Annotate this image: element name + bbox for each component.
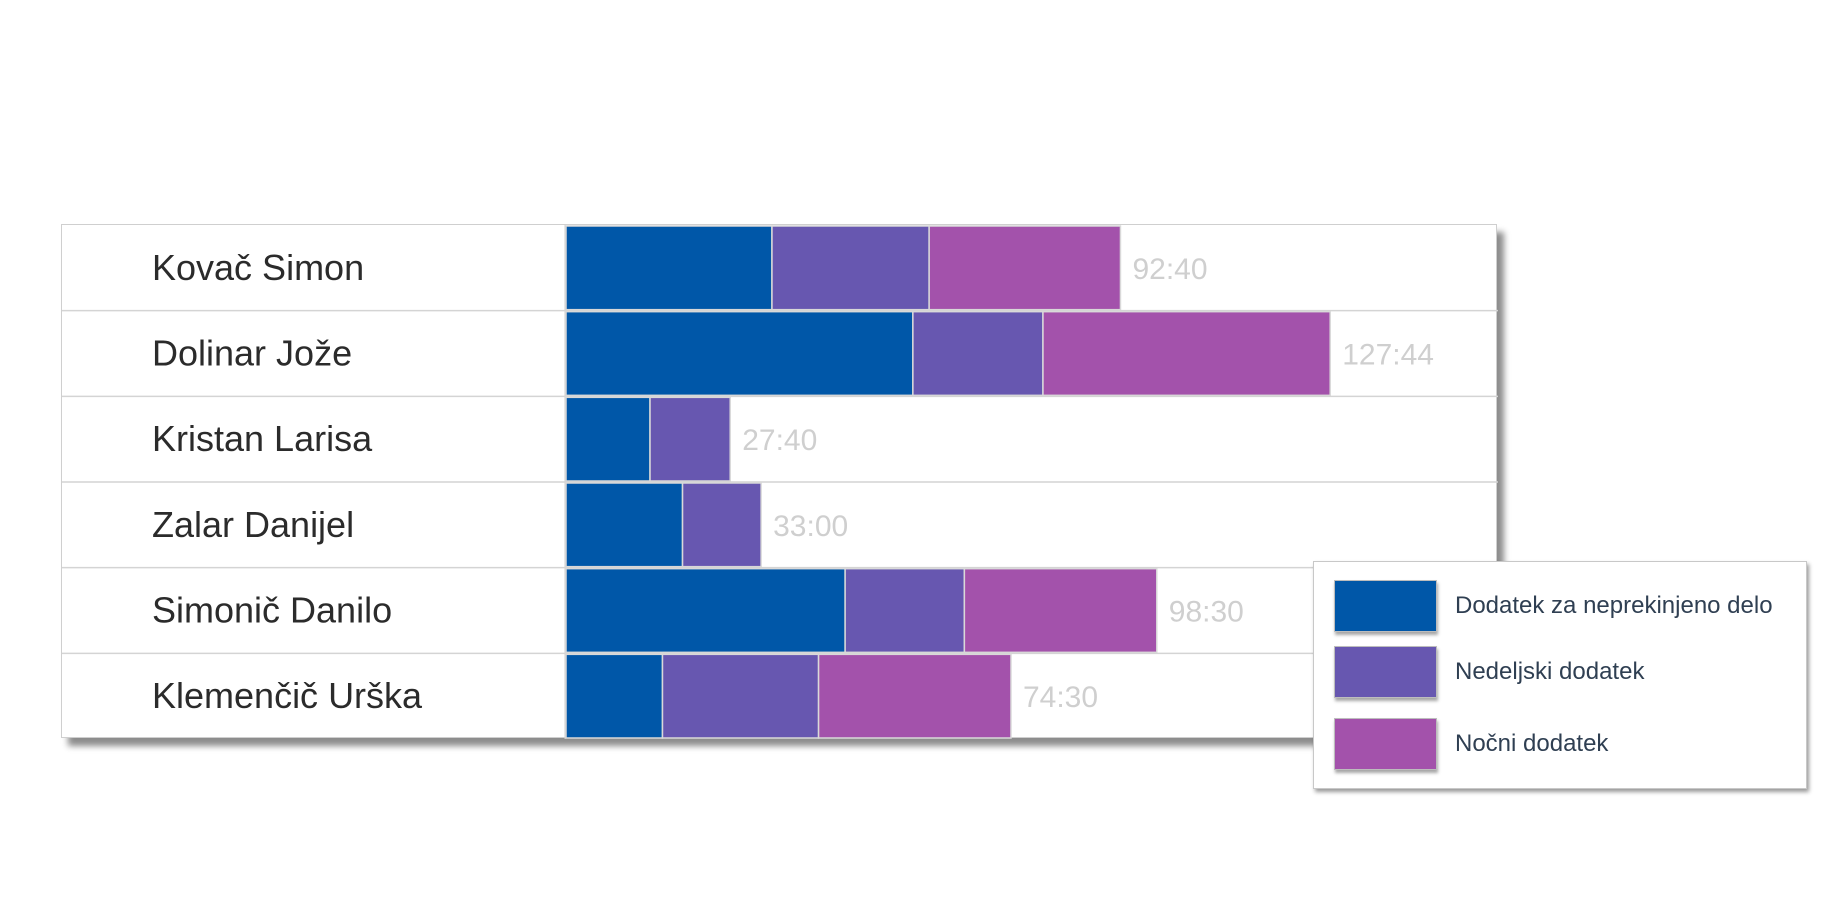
bar-segment (565, 482, 684, 568)
legend: Dodatek za neprekinjeno delo Nedeljski d… (1313, 561, 1807, 789)
bar-segment (565, 396, 651, 482)
bar-segment (565, 310, 914, 397)
stacked-bar-chart: Kovač Simon 92:40 Dolinar Jože 127:44 Krista… (62, 225, 1498, 739)
bar-segment (565, 225, 773, 311)
row-total-label: 98:30 (1169, 596, 1244, 629)
legend-label: Dodatek za neprekinjeno delo (1455, 592, 1773, 619)
row-total-label: 92:40 (1132, 253, 1207, 286)
row-name-label: Klemenčič Urška (152, 675, 423, 716)
bar-segment (1042, 310, 1331, 397)
row-name-label: Kristan Larisa (152, 418, 373, 459)
legend-item: Dodatek za neprekinjeno delo (1334, 580, 1773, 632)
row-name-label: Simonič Danilo (152, 590, 392, 631)
legend-label: Nedeljski dodatek (1455, 658, 1645, 685)
bar-segment (565, 567, 846, 654)
legend-item: Nočni dodatek (1334, 718, 1608, 770)
row-total-label: 127:44 (1342, 339, 1434, 372)
row-name-label: Zalar Danijel (152, 504, 354, 545)
bar-segment (844, 567, 966, 654)
bar-segment (565, 653, 664, 739)
legend-label: Nočni dodatek (1455, 730, 1609, 757)
chart-panel: Kovač Simon 92:40 Dolinar Jože 127:44 Krista… (61, 224, 1498, 739)
bar-segment (817, 653, 1012, 739)
legend-swatch (1334, 646, 1437, 698)
bar-segment (771, 225, 930, 311)
legend-item: Nedeljski dodatek (1334, 646, 1644, 698)
row-name-label: Kovač Simon (152, 247, 364, 288)
bar-segment (928, 225, 1122, 311)
bar-segment (681, 482, 762, 568)
row-total-label: 33:00 (773, 510, 848, 543)
legend-swatch (1334, 718, 1437, 770)
row-name-label: Dolinar Jože (152, 333, 352, 374)
legend-swatch (1334, 580, 1437, 632)
bar-segment (963, 567, 1158, 654)
row-total-label: 74:30 (1023, 681, 1098, 714)
row-total-label: 27:40 (742, 424, 817, 457)
bar-segment (661, 653, 820, 739)
bar-segment (912, 310, 1044, 397)
bar-segment (649, 396, 731, 482)
